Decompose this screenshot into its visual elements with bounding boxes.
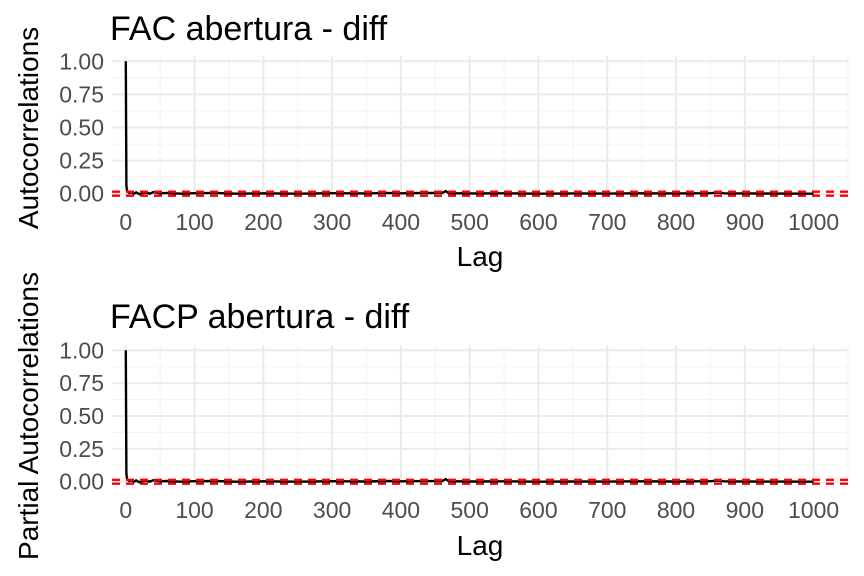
pacf-y-tick-label: 1.00 — [59, 337, 104, 363]
pacf-x-axis-label: Lag — [457, 530, 504, 561]
pacf-x-tick-label: 0 — [119, 497, 132, 523]
pacf-x-tick-label: 700 — [588, 497, 626, 523]
pacf-x-tick-label: 400 — [382, 497, 420, 523]
acf-x-tick-label: 600 — [519, 209, 557, 235]
acf-x-axis-label: Lag — [457, 241, 504, 272]
acf-y-tick-label: 0.75 — [59, 81, 104, 107]
acf-series-line — [124, 61, 814, 196]
acf-x-tick-label: 900 — [726, 209, 764, 235]
pacf-x-tick-label: 600 — [519, 497, 557, 523]
acf-panel: FAC abertura - diff Autocorrelations Lag… — [13, 10, 849, 272]
pacf-x-tick-label: 200 — [244, 497, 282, 523]
acf-x-tick-label: 700 — [588, 209, 626, 235]
acf-title: FAC abertura - diff — [110, 10, 388, 48]
pacf-y-axis-label: Partial Autocorrelations — [13, 272, 44, 560]
acf-y-tick-label: 0.00 — [59, 181, 104, 207]
pacf-y-tick-label: 0.00 — [59, 469, 104, 495]
acf-x-tick-label: 100 — [175, 209, 213, 235]
pacf-series-line — [124, 350, 814, 484]
pacf-x-tick-label: 900 — [726, 497, 764, 523]
acf-x-tick-label: 200 — [244, 209, 282, 235]
pacf-x-tick-label: 800 — [657, 497, 695, 523]
pacf-x-tick-label: 500 — [450, 497, 488, 523]
acf-y-tick-label: 0.25 — [59, 148, 104, 174]
pacf-x-tick-label: 1000 — [788, 497, 839, 523]
acf-y-tick-label: 0.50 — [59, 115, 104, 141]
pacf-title: FACP abertura - diff — [110, 298, 410, 336]
pacf-y-tick-label: 0.50 — [59, 403, 104, 429]
pacf-panel: FACP abertura - diff Partial Autocorrela… — [13, 272, 849, 561]
acf-y-tick-label: 1.00 — [59, 48, 104, 74]
acf-x-tick-label: 1000 — [788, 209, 839, 235]
pacf-x-tick-label: 100 — [175, 497, 213, 523]
acf-x-tick-label: 0 — [119, 209, 132, 235]
acf-x-tick-label: 800 — [657, 209, 695, 235]
acf-x-tick-label: 300 — [313, 209, 351, 235]
acf-x-tick-label: 400 — [382, 209, 420, 235]
acf-x-tick-label: 500 — [450, 209, 488, 235]
acf-plot-area: 0 100 200 300 400 500 600 700 800 900 1000 0.00 0.25… — [59, 48, 849, 235]
pacf-x-tick-label: 300 — [313, 497, 351, 523]
pacf-plot-area: 0 100 200 300 400 500 600 700 800 900 1000 0.00 0.25… — [59, 337, 849, 523]
pacf-y-tick-label: 0.75 — [59, 370, 104, 396]
acf-y-axis-label: Autocorrelations — [13, 27, 44, 229]
pacf-y-tick-label: 0.25 — [59, 436, 104, 462]
